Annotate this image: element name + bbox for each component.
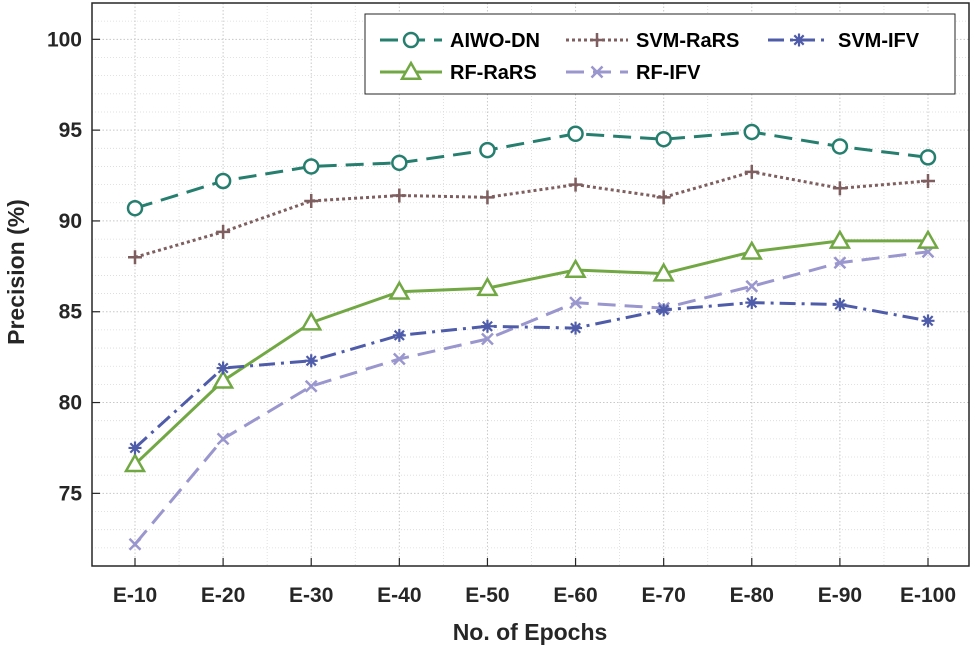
data-point xyxy=(831,138,849,155)
data-point xyxy=(590,33,604,47)
legend-label: SVM-RaRS xyxy=(636,30,739,52)
data-point xyxy=(123,452,147,473)
series-svm-rars xyxy=(128,164,935,265)
data-point xyxy=(128,537,142,551)
data-point xyxy=(476,276,499,297)
x-tick-label: E-70 xyxy=(641,584,685,607)
data-point xyxy=(745,296,759,310)
data-point xyxy=(388,280,411,300)
series-line xyxy=(134,130,929,210)
data-point xyxy=(399,60,423,80)
data-point xyxy=(656,190,671,205)
data-point xyxy=(744,164,759,179)
legend-label: RF-RaRS xyxy=(450,62,537,84)
data-point xyxy=(564,258,587,278)
data-point xyxy=(211,369,235,389)
data-point xyxy=(126,199,144,217)
data-point xyxy=(216,224,231,239)
series-rf-ifv xyxy=(128,245,935,551)
data-point xyxy=(304,193,319,208)
data-point xyxy=(392,328,406,342)
data-point xyxy=(657,303,671,317)
y-tick-label: 85 xyxy=(59,301,83,324)
data-point xyxy=(216,361,230,375)
y-tick-label: 75 xyxy=(59,482,83,505)
data-point xyxy=(792,33,806,47)
data-point xyxy=(391,154,408,172)
x-tick-label: E-30 xyxy=(289,584,333,607)
data-point xyxy=(652,262,675,282)
x-axis-label: No. of Epochs xyxy=(453,619,608,645)
legend-box xyxy=(364,13,956,95)
legend-label: RF-IFV xyxy=(636,62,701,84)
x-tick-label: E-20 xyxy=(201,584,245,607)
x-tick-label: E-60 xyxy=(553,584,597,607)
series-line xyxy=(134,170,929,259)
data-point xyxy=(569,321,583,335)
data-point xyxy=(919,149,937,166)
data-point xyxy=(568,177,583,192)
data-point xyxy=(128,250,142,265)
x-axis-ticks: E-10 E-20 E-30 E-40 E-50 E-60 E-70 E-80 E-90 E-10… xyxy=(113,558,956,607)
y-tick-label: 80 xyxy=(59,392,82,415)
data-point xyxy=(302,158,320,175)
y-tick-label: 100 xyxy=(47,28,82,51)
y-tick-label: 90 xyxy=(59,210,82,233)
x-tick-label: E-80 xyxy=(730,584,774,607)
series-aiwo-dn xyxy=(126,123,937,217)
data-point xyxy=(833,256,847,270)
legend-label: SVM-IFV xyxy=(838,30,920,52)
data-point xyxy=(481,332,494,346)
y-tick-label: 95 xyxy=(59,119,83,142)
x-tick-label: E-50 xyxy=(465,584,509,607)
data-point xyxy=(216,432,230,446)
y-axis-ticks: 75 80 85 90 95 100 xyxy=(47,28,100,505)
data-point xyxy=(833,297,847,311)
data-point xyxy=(590,65,604,79)
data-point xyxy=(300,311,323,331)
y-axis-label: Precision (%) xyxy=(3,199,29,345)
data-point xyxy=(569,296,582,310)
series-layer xyxy=(123,123,940,551)
legend-item-rf-ifv: RF-IFV xyxy=(566,62,701,84)
data-point xyxy=(402,31,420,49)
data-point xyxy=(832,181,847,196)
legend-item-rf-rars: RF-RaRS xyxy=(380,60,537,84)
x-tick-label: E-10 xyxy=(113,584,157,607)
legend: AIWO-DN SVM-RaRS SVM-IFV RF-RaRS RF-IFV xyxy=(364,13,956,95)
data-point xyxy=(392,188,407,203)
data-point xyxy=(743,123,761,141)
data-point xyxy=(655,130,672,148)
series-line xyxy=(133,239,928,466)
data-point xyxy=(745,279,759,293)
plot-border xyxy=(91,2,970,567)
series-svm-ifv xyxy=(128,296,935,455)
legend-item-svm-rars: SVM-RaRS xyxy=(566,30,739,52)
data-point xyxy=(740,240,763,260)
legend-label: AIWO-DN xyxy=(450,30,540,52)
data-point xyxy=(392,352,406,366)
x-tick-label: E-100 xyxy=(900,584,956,607)
series-rf-rars xyxy=(123,229,940,473)
data-point xyxy=(214,172,232,190)
x-tick-label: E-90 xyxy=(818,584,862,607)
data-point xyxy=(921,173,935,188)
legend-item-svm-ifv: SVM-IFV xyxy=(768,30,920,52)
data-point xyxy=(480,319,494,333)
data-point xyxy=(480,190,495,205)
legend-item-aiwo-dn: AIWO-DN xyxy=(380,30,540,52)
data-point xyxy=(128,441,142,455)
data-point xyxy=(916,229,940,249)
series-line xyxy=(133,301,929,450)
data-point xyxy=(567,125,584,143)
data-point xyxy=(479,141,496,159)
x-tick-label: E-40 xyxy=(377,584,421,607)
data-point xyxy=(304,379,318,393)
plot-area xyxy=(92,3,969,566)
data-point xyxy=(921,314,935,328)
series-line xyxy=(133,250,929,546)
data-point xyxy=(304,354,318,368)
data-point xyxy=(828,229,852,249)
